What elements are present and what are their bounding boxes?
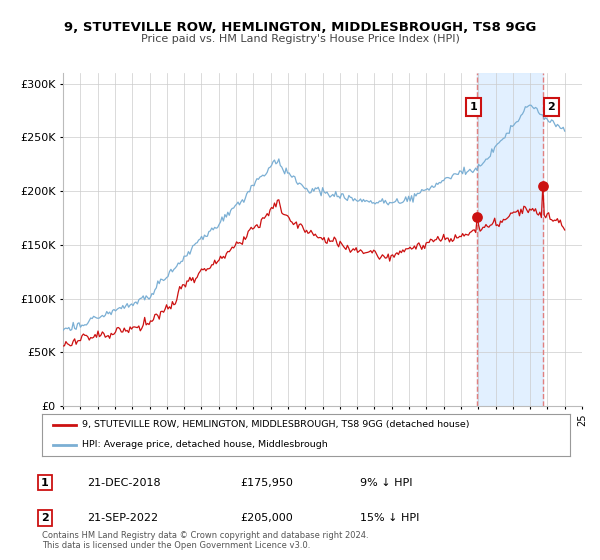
Text: 2: 2 xyxy=(548,102,556,112)
Point xyxy=(538,181,548,190)
Text: Contains HM Land Registry data © Crown copyright and database right 2024.
This d: Contains HM Land Registry data © Crown c… xyxy=(42,530,368,550)
Text: 1: 1 xyxy=(470,102,478,112)
Text: Price paid vs. HM Land Registry's House Price Index (HPI): Price paid vs. HM Land Registry's House … xyxy=(140,34,460,44)
Point xyxy=(472,212,482,221)
Text: 21-DEC-2018: 21-DEC-2018 xyxy=(87,478,161,488)
Text: 9% ↓ HPI: 9% ↓ HPI xyxy=(360,478,413,488)
Text: £175,950: £175,950 xyxy=(240,478,293,488)
Bar xyxy=(477,73,543,406)
Text: 1: 1 xyxy=(41,478,49,488)
Text: 21-SEP-2022: 21-SEP-2022 xyxy=(87,513,158,523)
Text: HPI: Average price, detached house, Middlesbrough: HPI: Average price, detached house, Midd… xyxy=(82,440,328,449)
Text: 2: 2 xyxy=(41,513,49,523)
Text: 9, STUTEVILLE ROW, HEMLINGTON, MIDDLESBROUGH, TS8 9GG (detached house): 9, STUTEVILLE ROW, HEMLINGTON, MIDDLESBR… xyxy=(82,421,469,430)
Text: 9, STUTEVILLE ROW, HEMLINGTON, MIDDLESBROUGH, TS8 9GG: 9, STUTEVILLE ROW, HEMLINGTON, MIDDLESBR… xyxy=(64,21,536,34)
Text: £205,000: £205,000 xyxy=(240,513,293,523)
Text: 15% ↓ HPI: 15% ↓ HPI xyxy=(360,513,419,523)
